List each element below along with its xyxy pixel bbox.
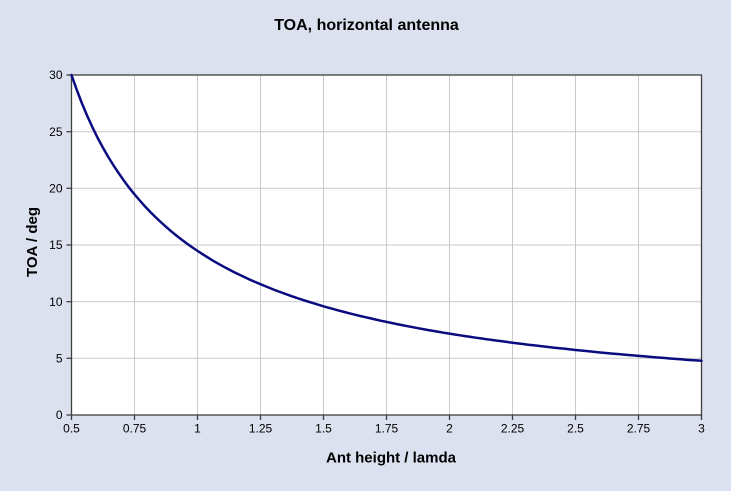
svg-text:1.5: 1.5 [315,421,332,435]
svg-text:TOA, horizontal antenna: TOA, horizontal antenna [274,17,459,34]
svg-text:10: 10 [49,295,63,309]
svg-text:15: 15 [49,238,63,252]
svg-text:20: 20 [49,182,63,196]
svg-text:1.25: 1.25 [249,421,273,435]
svg-text:30: 30 [49,68,63,82]
svg-text:2.75: 2.75 [627,421,651,435]
svg-text:5: 5 [56,352,63,366]
svg-text:Ant height / lamda: Ant height / lamda [326,449,457,466]
svg-text:2: 2 [446,421,453,435]
svg-text:0: 0 [56,408,63,422]
svg-text:2.5: 2.5 [567,421,584,435]
svg-text:0.75: 0.75 [123,421,147,435]
svg-text:25: 25 [49,125,63,139]
svg-text:1.75: 1.75 [375,421,399,435]
svg-text:1: 1 [194,421,201,435]
svg-text:TOA / deg: TOA / deg [24,207,41,277]
svg-text:0.5: 0.5 [63,421,80,435]
svg-text:2.25: 2.25 [501,421,525,435]
svg-text:3: 3 [698,421,705,435]
